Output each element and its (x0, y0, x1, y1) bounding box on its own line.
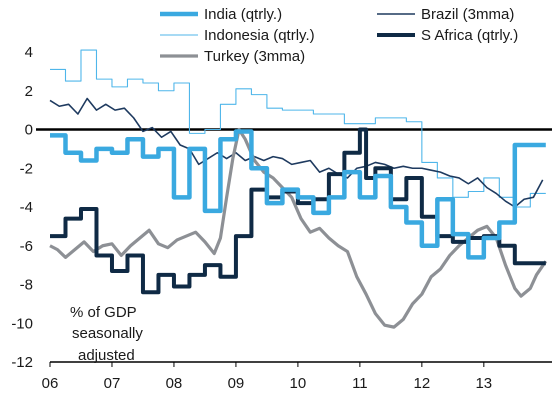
x-tick-label: 11 (352, 375, 368, 392)
y-unit-annotation: % of GDP seasonally adjusted (70, 304, 143, 364)
series-line-turkey-mma (49, 127, 548, 329)
annotation-line-3: adjusted (78, 347, 135, 364)
x-tick-label: 10 (290, 375, 307, 392)
x-tick-label: 13 (475, 375, 492, 392)
legend: India (qtrly.) Brazil (3mma) Indonesia (qt… (160, 6, 518, 65)
y-tick-label: -10 (11, 315, 33, 332)
annotation-line-1: % of GDP (70, 304, 137, 321)
series-line-indonesia-qtrly (50, 49, 546, 208)
series-line-s-africa-qtrly (50, 127, 546, 295)
y-tick-label: -2 (20, 160, 33, 177)
x-tick-label: 06 (42, 375, 59, 392)
series-lines (49, 49, 548, 329)
x-tick-label: 08 (166, 375, 183, 392)
annotation-line-2: seasonally (72, 325, 143, 342)
series-line-india-qtrly (50, 129, 546, 260)
y-tick-label: -12 (11, 354, 33, 371)
series-line-brazil-mma (49, 97, 544, 208)
x-tick-label: 07 (104, 375, 121, 392)
y-tick-label: -8 (20, 277, 33, 294)
y-tick-label: -4 (20, 199, 33, 216)
x-tick-label: 09 (228, 375, 245, 392)
y-tick-label: -6 (20, 238, 33, 255)
y-tick-label: 4 (25, 44, 33, 61)
legend-label-india-qtrly: India (qtrly.) (204, 6, 282, 23)
legend-label-turkey-mma: Turkey (3mma) (204, 48, 305, 65)
legend-label-s-africa-qtrly: S Africa (qtrly.) (421, 27, 518, 44)
legend-label-brazil-mma: Brazil (3mma) (421, 6, 514, 23)
y-tick-label: 0 (25, 122, 33, 139)
axes: 4 2 0 -2 -4 -6 -8 -10 -12 06 07 08 09 10 11 12 13 (11, 44, 552, 392)
x-tick-label: 12 (414, 375, 431, 392)
legend-label-indonesia-qtrly: Indonesia (qtrly.) (204, 27, 315, 44)
y-tick-label: 2 (25, 83, 33, 100)
